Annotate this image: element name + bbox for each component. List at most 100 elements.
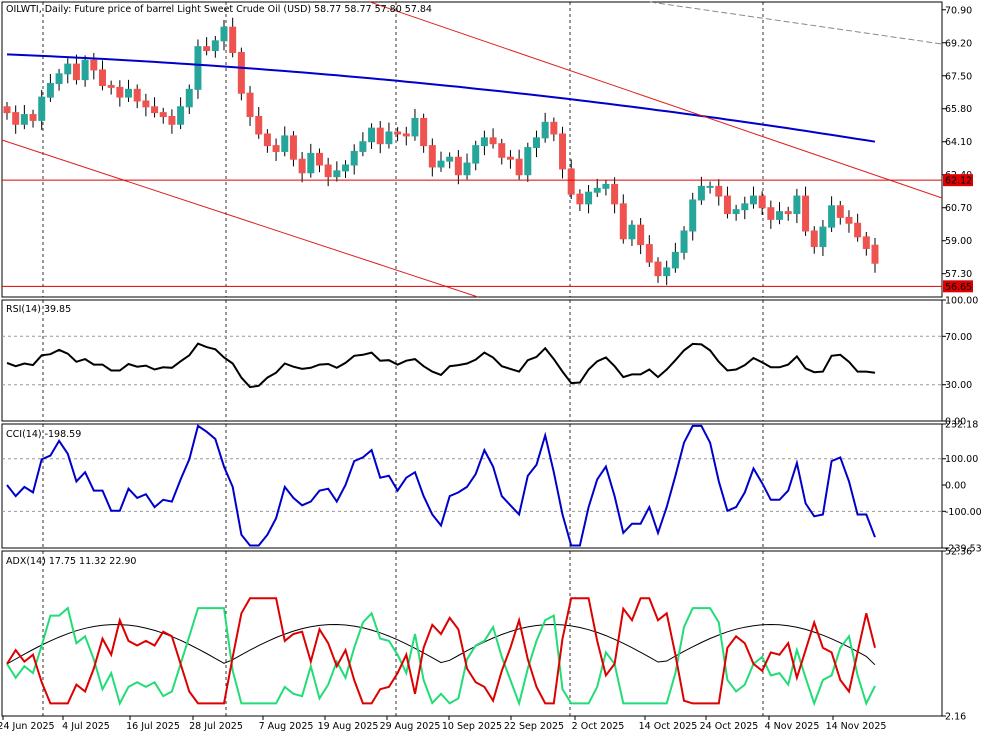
candle-body	[732, 209, 740, 215]
candle-body	[446, 156, 454, 162]
candle-body	[550, 121, 558, 135]
candle-body	[645, 244, 653, 263]
candle-body	[55, 73, 63, 85]
candle-body	[654, 261, 662, 277]
candle-body	[749, 195, 757, 205]
candle-body	[454, 156, 462, 176]
candle-body	[871, 244, 879, 264]
candle-body	[619, 203, 627, 240]
candle-body	[767, 207, 775, 220]
price-level-label: 62.12	[945, 176, 972, 187]
price-tick-label: 57.30	[945, 269, 972, 280]
price-level-badge	[943, 280, 973, 293]
candle-body	[862, 236, 870, 249]
rsi-title: RSI(14) 39.85	[6, 304, 71, 315]
price-tick-label: 65.80	[945, 104, 972, 115]
x-tick-label: 14 Oct 2025	[639, 721, 698, 732]
candle-body	[420, 117, 428, 147]
osc-tick-label: 0.00	[945, 417, 966, 428]
x-tick-label: 16 Jul 2025	[126, 721, 180, 732]
x-tick-label: 28 Jul 2025	[189, 721, 243, 732]
candle-body	[663, 267, 671, 277]
candle-body	[46, 83, 54, 98]
x-tick-label: 10 Sep 2025	[442, 721, 502, 732]
candle-body	[307, 152, 315, 174]
rsi-panel-frame	[1, 299, 943, 422]
candle-body	[723, 195, 731, 215]
candle-body	[211, 40, 219, 52]
candle-body	[342, 164, 350, 172]
main-plot	[1, 1, 943, 298]
candle-body	[854, 222, 862, 238]
x-tick-label: 22 Sep 2025	[504, 721, 564, 732]
candle-body	[142, 100, 150, 108]
candle-body	[281, 135, 289, 152]
adx-panel-frame	[1, 550, 943, 717]
candle-body	[98, 69, 106, 86]
rsi-line	[6, 342, 876, 389]
osc-tick-label: -100.00	[945, 507, 982, 518]
cci-plot	[2, 424, 942, 547]
candle-body	[585, 191, 593, 205]
candle-body	[836, 205, 844, 218]
candle-body	[298, 158, 306, 174]
candle-body	[376, 127, 384, 145]
candle-body	[168, 116, 176, 125]
candle-body	[472, 145, 480, 164]
osc-tick-label: 100.00	[945, 454, 978, 465]
price-tick-label: 60.70	[945, 203, 972, 214]
candle-body	[12, 112, 20, 125]
candle-body	[116, 86, 124, 98]
osc-tick-label: -239.53	[945, 544, 982, 555]
cci-title: CCI(14) -198.59	[6, 429, 81, 440]
adx-plot	[6, 597, 876, 707]
candle-body	[81, 59, 89, 81]
candle-body	[3, 106, 11, 114]
candle-body	[185, 88, 193, 108]
candle-body	[368, 127, 376, 143]
x-tick-label: 19 Aug 2025	[318, 721, 379, 732]
candle-body	[394, 131, 402, 135]
candle-body	[64, 63, 72, 75]
candle-body	[402, 133, 410, 137]
candle-body	[715, 185, 723, 197]
candle-body	[350, 150, 358, 166]
x-tick-label: 29 Aug 2025	[380, 721, 441, 732]
candle-body	[559, 133, 567, 170]
candle-body	[411, 117, 419, 137]
candle-body	[506, 156, 514, 160]
candle-body	[784, 211, 792, 215]
candle-body	[90, 59, 98, 71]
rsi-plot	[2, 335, 942, 389]
x-tick-label: 4 Jul 2025	[62, 721, 110, 732]
candle-body	[602, 183, 610, 189]
candle-body	[628, 224, 636, 240]
candle-body	[706, 185, 714, 188]
channel-lower-line	[1, 139, 479, 298]
candle-body	[263, 133, 271, 147]
candle-body	[802, 195, 810, 232]
panel-frames	[1, 1, 943, 717]
candle-body	[776, 211, 784, 220]
price-tick-label: 59.00	[945, 236, 972, 247]
candle-body	[463, 162, 471, 176]
osc-tick-label: 52.36	[945, 547, 972, 558]
candle-body	[237, 51, 245, 94]
cci-line	[6, 424, 876, 547]
candle-body	[38, 96, 46, 121]
candle-body	[220, 26, 228, 42]
candle-body	[107, 84, 115, 88]
candle-body	[272, 145, 280, 152]
price-tick-label: 70.90	[945, 5, 972, 16]
price-tick-label: 64.10	[945, 137, 972, 148]
candle-body	[480, 137, 488, 147]
candle-body	[758, 195, 766, 209]
candle-body	[177, 106, 185, 125]
candle-body	[671, 251, 679, 269]
adx-main-line	[6, 623, 876, 666]
osc-tick-label: 70.00	[945, 332, 972, 343]
axis-labels: 24 Jun 2025 4 Jul 2025 16 Jul 2025 28 Jul 2…	[0, 5, 982, 732]
candle-body	[159, 112, 167, 118]
candle-body	[810, 230, 818, 248]
